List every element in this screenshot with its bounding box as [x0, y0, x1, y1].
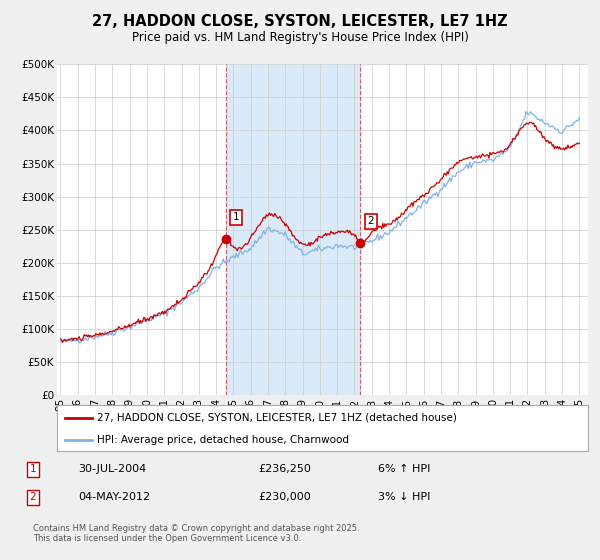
Text: 27, HADDON CLOSE, SYSTON, LEICESTER, LE7 1HZ: 27, HADDON CLOSE, SYSTON, LEICESTER, LE7… [92, 14, 508, 29]
Text: 1: 1 [29, 464, 37, 474]
Text: 27, HADDON CLOSE, SYSTON, LEICESTER, LE7 1HZ (detached house): 27, HADDON CLOSE, SYSTON, LEICESTER, LE7… [97, 413, 457, 423]
Text: £230,000: £230,000 [258, 492, 311, 502]
Text: 1: 1 [233, 212, 240, 222]
Text: £236,250: £236,250 [258, 464, 311, 474]
Bar [226, 64, 361, 395]
Text: 3% ↓ HPI: 3% ↓ HPI [378, 492, 430, 502]
Text: 6% ↑ HPI: 6% ↑ HPI [378, 464, 430, 474]
Text: Contains HM Land Registry data © Crown copyright and database right 2025.
This d: Contains HM Land Registry data © Crown c… [33, 524, 359, 543]
Text: 2: 2 [29, 492, 37, 502]
Text: Price paid vs. HM Land Registry's House Price Index (HPI): Price paid vs. HM Land Registry's House … [131, 31, 469, 44]
Text: 04-MAY-2012: 04-MAY-2012 [78, 492, 150, 502]
Text: 2: 2 [367, 216, 374, 226]
Text: HPI: Average price, detached house, Charnwood: HPI: Average price, detached house, Char… [97, 435, 349, 445]
Text: 30-JUL-2004: 30-JUL-2004 [78, 464, 146, 474]
